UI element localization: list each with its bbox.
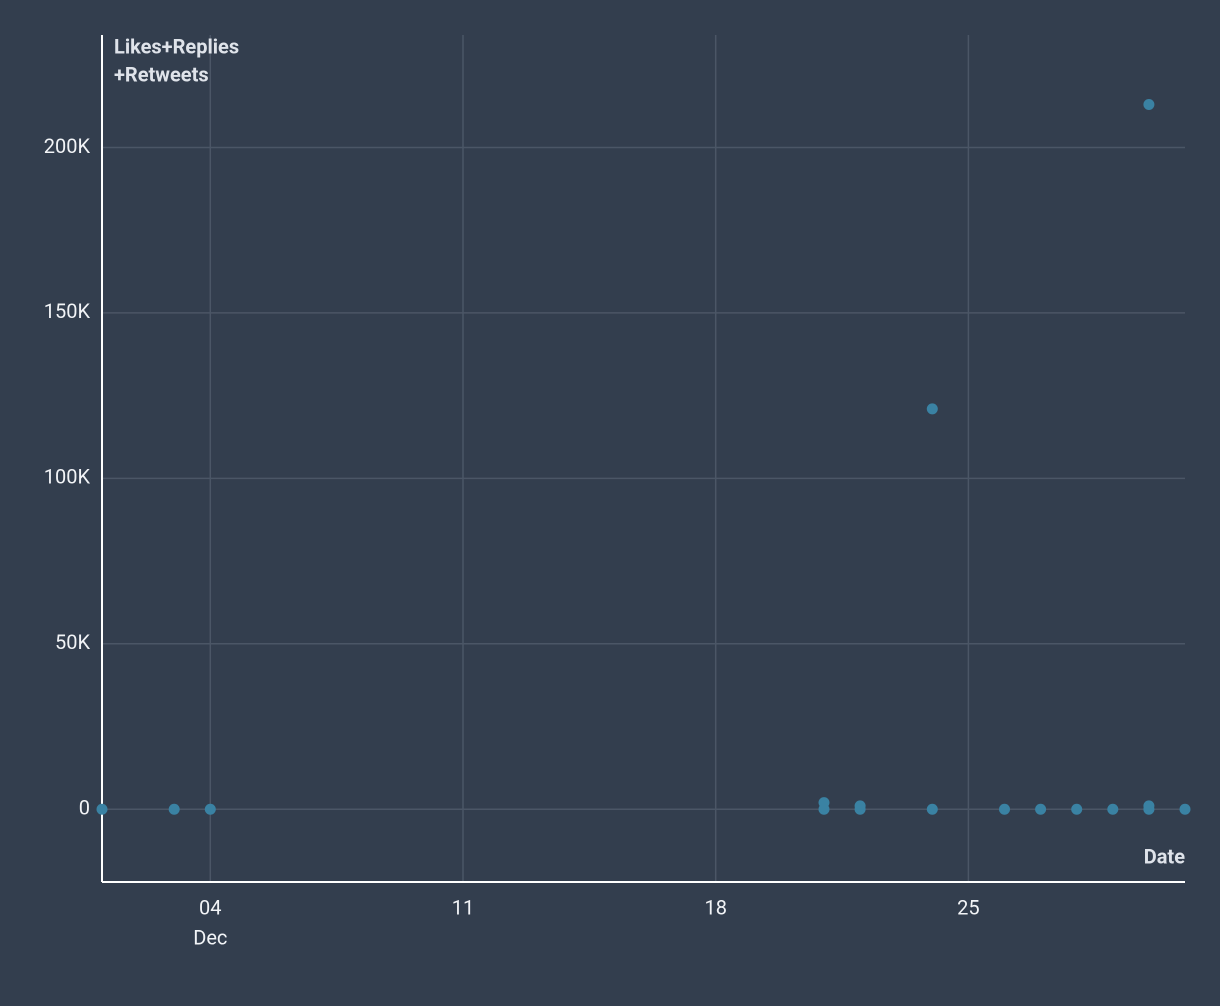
y-axis-title: +Retweets [114,62,209,86]
data-point [999,803,1010,815]
data-point [1071,803,1083,815]
y-tick-label: 150K [44,299,91,323]
data-point [1143,803,1155,815]
y-tick-label: 200K [44,134,91,158]
month-label: Dec [193,925,227,949]
x-tick-label: 18 [704,895,726,919]
x-tick-label: 25 [957,895,979,919]
data-point [204,803,216,815]
data-point [818,803,830,815]
data-point [1107,803,1119,815]
y-tick-label: 100K [44,465,91,489]
y-tick-label: 50K [55,630,90,654]
data-point [1143,98,1155,110]
data-point [1035,803,1047,815]
x-tick-label: 04 [199,895,221,919]
y-axis-title: Likes+Replies [114,34,239,58]
data-point [926,803,938,815]
x-tick-label: 11 [452,895,474,919]
data-point [926,403,938,415]
data-point [854,803,866,815]
data-point [1179,803,1191,815]
data-point [96,803,108,815]
data-point [168,803,180,815]
x-axis-title: Date [1144,844,1185,868]
y-tick-label: 0 [79,795,90,819]
